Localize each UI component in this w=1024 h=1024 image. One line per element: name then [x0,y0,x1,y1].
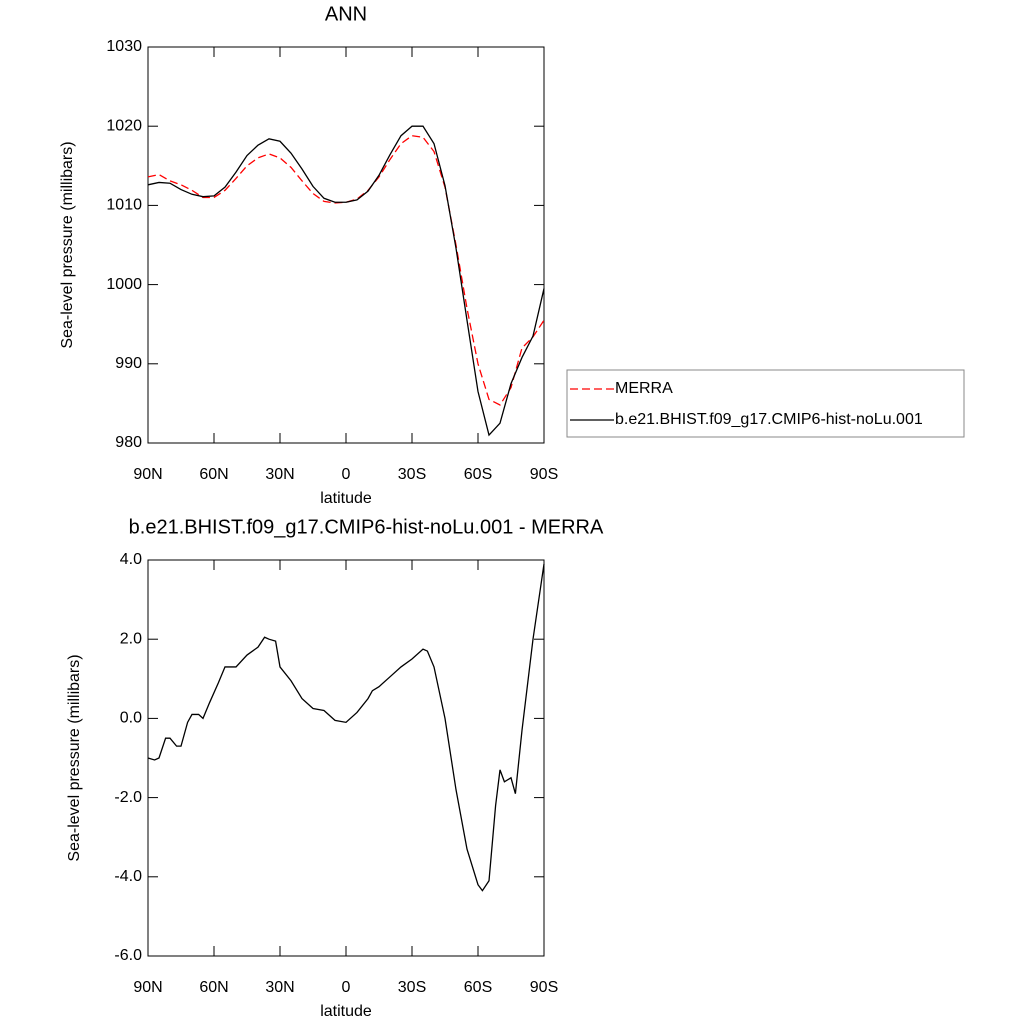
y-axis-label: Sea-level pressure (millibars) [66,654,83,861]
x-tick-label: 60S [464,466,492,483]
y-tick-label: -6.0 [114,947,142,964]
data-line [147,125,545,437]
legend-box [566,369,965,438]
x-tick-label: 60N [199,979,228,996]
x-tick-label: 30N [265,979,294,996]
y-tick-label: 1020 [106,117,142,134]
y-tick-label: 1000 [106,276,142,293]
y-tick-label: -4.0 [114,868,142,885]
x-tick-label: 30S [398,466,426,483]
y-tick-label: 0.0 [120,710,142,727]
x-axis-label: latitude [320,1003,372,1020]
x-tick-label: 90N [133,979,162,996]
y-tick-label: 1030 [106,38,142,55]
y-tick-label: -2.0 [114,789,142,806]
legend-label: MERRA [615,380,673,397]
x-axis-label: latitude [320,490,372,507]
data-line [147,563,545,892]
chart-title: b.e21.BHIST.f09_g17.CMIP6-hist-noLu.001 … [129,516,604,538]
legend-label: b.e21.BHIST.f09_g17.CMIP6-hist-noLu.001 [615,411,923,428]
y-tick-label: 1010 [106,197,142,214]
x-tick-label: 30N [265,466,294,483]
y-axis-label: Sea-level pressure (millibars) [59,141,76,348]
x-tick-label: 90N [133,466,162,483]
x-tick-label: 60S [464,979,492,996]
chart-title: ANN [325,3,367,25]
plot-frame [147,559,545,957]
x-tick-label: 0 [342,979,351,996]
y-tick-label: 2.0 [120,630,142,647]
data-line [147,135,545,406]
y-tick-label: 980 [115,434,142,451]
x-tick-label: 0 [342,466,351,483]
y-tick-label: 990 [115,355,142,372]
x-tick-label: 60N [199,466,228,483]
x-tick-label: 30S [398,979,426,996]
x-tick-label: 90S [530,979,558,996]
x-tick-label: 90S [530,466,558,483]
y-tick-label: 4.0 [120,551,142,568]
